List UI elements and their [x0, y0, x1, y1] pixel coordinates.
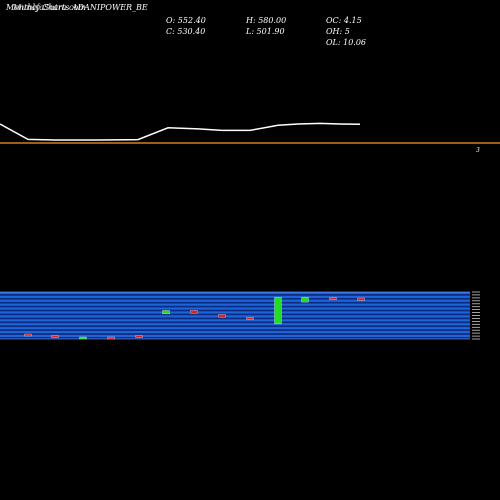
volume-candle — [135, 335, 143, 338]
price-line — [0, 122, 361, 141]
volume-candle — [107, 336, 115, 340]
volume-band — [0, 291, 470, 340]
high-value: H: 580.00 — [246, 16, 287, 25]
volume-candle — [79, 336, 87, 340]
volume-candle — [162, 310, 170, 315]
band-stripe — [0, 333, 470, 335]
band-stripe — [0, 309, 470, 312]
volume-candle — [301, 297, 309, 303]
price-line-chart — [0, 122, 361, 141]
line-end-label: 3 — [476, 147, 480, 154]
chart-title: Monthly Charts ADANIPOWER_BE — [6, 3, 148, 12]
band-stripe — [0, 301, 470, 304]
band-stripe — [0, 305, 470, 308]
oh-value: OH: 5 — [326, 27, 350, 36]
volume-candle — [218, 314, 226, 318]
volume-candles — [24, 297, 365, 340]
open-value: O: 552.40 — [166, 16, 206, 25]
close-value: C: 530.40 — [166, 27, 206, 36]
band-stripe — [0, 294, 470, 296]
right-axis-ticks — [472, 291, 480, 340]
volume-candle — [246, 317, 254, 320]
volume-candle — [24, 333, 32, 337]
band-stripe — [0, 321, 470, 324]
volume-candle — [274, 297, 282, 325]
band-stripe — [0, 317, 470, 320]
band-stripe — [0, 337, 470, 339]
low-value: L: 501.90 — [246, 27, 285, 36]
volume-candle — [329, 297, 337, 300]
site-watermark: MunafaSutra.com — [13, 3, 86, 12]
band-fill — [0, 292, 470, 339]
band-stripe — [0, 313, 470, 316]
band-stripe — [0, 329, 470, 331]
band-stripe — [0, 297, 470, 300]
oc-value: OC: 4.15 — [326, 16, 362, 25]
volume-candle — [51, 335, 59, 338]
band-stripe — [0, 325, 470, 328]
ol-value: OL: 10.06 — [326, 38, 367, 47]
volume-candle — [357, 297, 365, 301]
volume-candle — [190, 310, 198, 314]
